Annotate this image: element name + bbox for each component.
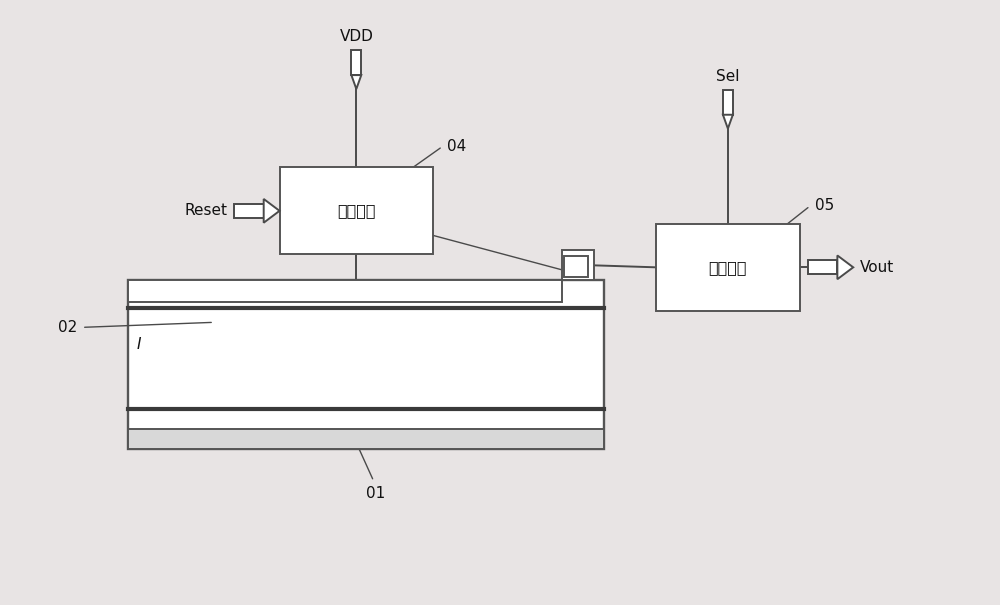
- Polygon shape: [723, 90, 733, 115]
- Bar: [280, 167, 433, 255]
- Text: 05: 05: [815, 198, 834, 214]
- Text: 复位单元: 复位单元: [337, 203, 376, 218]
- Bar: [128, 429, 604, 449]
- Text: I: I: [136, 337, 141, 352]
- Text: Vout: Vout: [860, 260, 894, 275]
- Text: Sel: Sel: [716, 69, 740, 84]
- Text: 输出单元: 输出单元: [709, 260, 747, 275]
- Text: 03: 03: [376, 211, 395, 226]
- Polygon shape: [837, 255, 853, 280]
- Text: Reset: Reset: [184, 203, 227, 218]
- Bar: [656, 224, 800, 311]
- Text: 04: 04: [447, 139, 467, 154]
- Polygon shape: [234, 204, 264, 218]
- Polygon shape: [264, 199, 280, 223]
- Polygon shape: [723, 115, 733, 129]
- Bar: [128, 280, 562, 302]
- Polygon shape: [351, 75, 361, 89]
- Bar: [128, 280, 604, 449]
- Polygon shape: [351, 50, 361, 75]
- Text: 01: 01: [366, 486, 385, 502]
- Text: VDD: VDD: [339, 30, 373, 44]
- Polygon shape: [808, 260, 837, 274]
- Text: 02: 02: [58, 320, 77, 335]
- Bar: [564, 257, 588, 277]
- Bar: [562, 250, 594, 280]
